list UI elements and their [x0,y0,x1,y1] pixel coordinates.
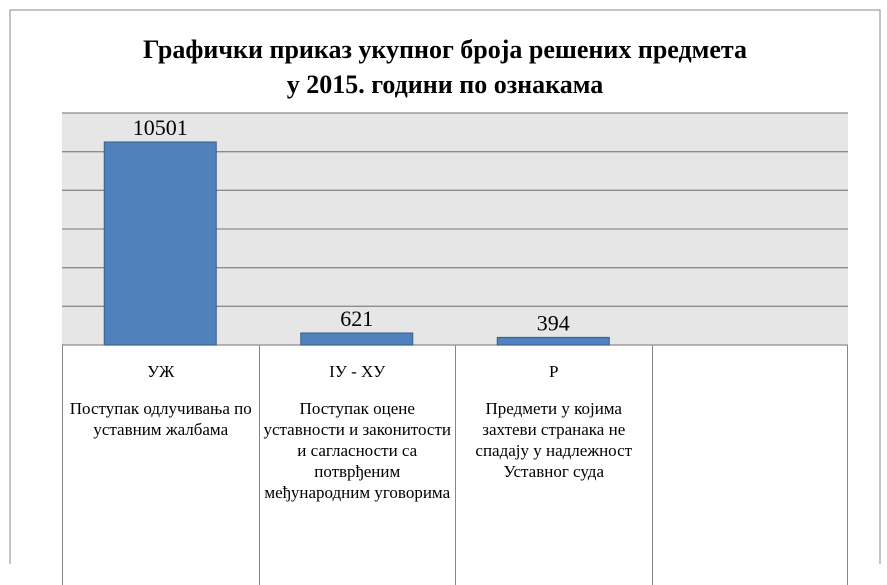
bar [300,332,414,346]
value-label: 10501 [133,115,188,140]
chart-title: Графички приказ укупног броја решених пр… [143,35,747,64]
value-label: 621 [340,306,373,331]
category-description: Поступак одлучивања по уставним жалбама [69,399,252,439]
category-table: УЖ Поступак одлучивања по уставним жалбам… [62,345,848,585]
table-cell [651,345,848,585]
table-cell: Р Предмети у којима захтеви странака не с… [455,345,652,585]
chart: Графички приказ укупног броја решених пр… [9,9,881,564]
value-label: 394 [537,310,570,335]
table-cell: IУ - ХУ Поступак оцене уставности и закон… [258,345,456,585]
page: {"chart_data": {"type": "bar", "title": … [9,9,881,585]
chart-subtitle: у 2015. години по ознакама [287,70,604,99]
bar [496,336,610,346]
bar [103,141,217,346]
table-cell: УЖ Поступак одлучивања по уставним жалбам… [62,345,259,585]
category-label: IУ - ХУ [329,362,386,381]
category-label: УЖ [147,362,175,381]
category-description: Предмети у којима захтеви странака не сп… [475,399,633,481]
chart-frame [9,9,881,564]
category-label: Р [549,362,559,381]
category-description: Поступак оцене уставности и законитости … [263,399,452,502]
